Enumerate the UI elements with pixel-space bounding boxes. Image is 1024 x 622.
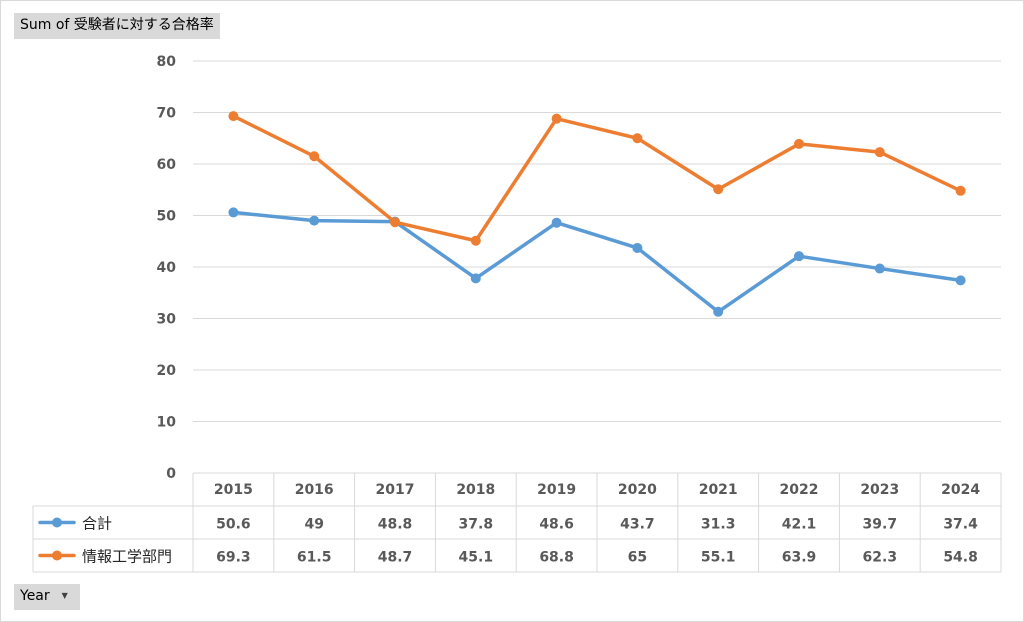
data-point (713, 306, 724, 317)
data-point (874, 147, 885, 158)
legend-key-marker (52, 550, 62, 561)
data-point (228, 207, 239, 218)
data-label: 39.7 (863, 517, 898, 533)
data-label: 55.1 (701, 550, 736, 566)
data-point (955, 185, 966, 196)
y-tick-label: 10 (157, 415, 177, 431)
data-label: 45.1 (459, 550, 494, 566)
x-tick-label: 2016 (295, 482, 334, 498)
data-label: 61.5 (297, 550, 332, 566)
data-label: 62.3 (863, 550, 898, 566)
y-tick-label: 30 (157, 312, 177, 328)
series-line (231, 210, 963, 314)
data-label: 37.4 (943, 517, 978, 533)
data-point (874, 263, 885, 274)
data-point (632, 242, 643, 253)
y-tick-label: 50 (157, 209, 177, 225)
x-tick-label: 2021 (699, 482, 738, 498)
y-tick-label: 0 (166, 466, 176, 482)
axis-field-label: Year (20, 588, 50, 604)
data-point (794, 138, 804, 149)
y-tick-label: 60 (157, 157, 177, 173)
x-tick-label: 2018 (456, 482, 495, 498)
data-point (794, 251, 804, 262)
data-label: 65 (628, 550, 647, 566)
data-label: 69.3 (216, 550, 251, 566)
data-point (309, 151, 320, 162)
data-point (390, 217, 400, 228)
x-tick-label: 2022 (780, 482, 819, 498)
data-label: 42.1 (782, 517, 817, 533)
value-field-label: Sum of 受験者に対する合格率 (20, 17, 214, 33)
data-point (713, 184, 724, 195)
data-label: 48.8 (378, 517, 413, 533)
data-label: 50.6 (216, 517, 251, 533)
x-tick-label: 2023 (860, 482, 899, 498)
x-tick-label: 2015 (214, 482, 253, 498)
value-field-button[interactable]: Sum of 受験者に対する合格率 (14, 13, 220, 39)
data-point (470, 273, 481, 284)
data-point (551, 113, 562, 124)
data-label: 49 (304, 517, 323, 533)
x-tick-label: 2024 (941, 482, 980, 498)
data-point (309, 215, 320, 226)
x-tick-label: 2019 (537, 482, 576, 498)
series-line (231, 114, 963, 243)
y-tick-label: 80 (157, 54, 177, 70)
y-tick-label: 70 (157, 106, 177, 122)
legend-label: 合計 (82, 515, 112, 533)
axis-field-button[interactable]: Year ▼ (14, 584, 80, 610)
data-label: 43.7 (620, 517, 655, 533)
legend-key-marker (52, 517, 62, 528)
legend-label: 情報工学部門 (82, 548, 172, 566)
data-label: 31.3 (701, 517, 736, 533)
y-tick-label: 20 (157, 363, 177, 379)
data-point (228, 111, 239, 122)
x-tick-label: 2020 (618, 482, 657, 498)
y-tick-label: 40 (157, 260, 177, 276)
data-label: 54.8 (943, 550, 978, 566)
data-label: 63.9 (782, 550, 817, 566)
data-point (955, 275, 966, 286)
data-label: 37.8 (459, 517, 494, 533)
data-label: 68.8 (539, 550, 574, 566)
x-tick-label: 2017 (376, 482, 415, 498)
dropdown-arrow-icon[interactable]: ▼ (61, 591, 68, 600)
data-point (632, 133, 643, 144)
data-point (470, 235, 481, 246)
data-label: 48.6 (539, 517, 574, 533)
data-label: 48.7 (378, 550, 413, 566)
data-point (551, 217, 562, 228)
